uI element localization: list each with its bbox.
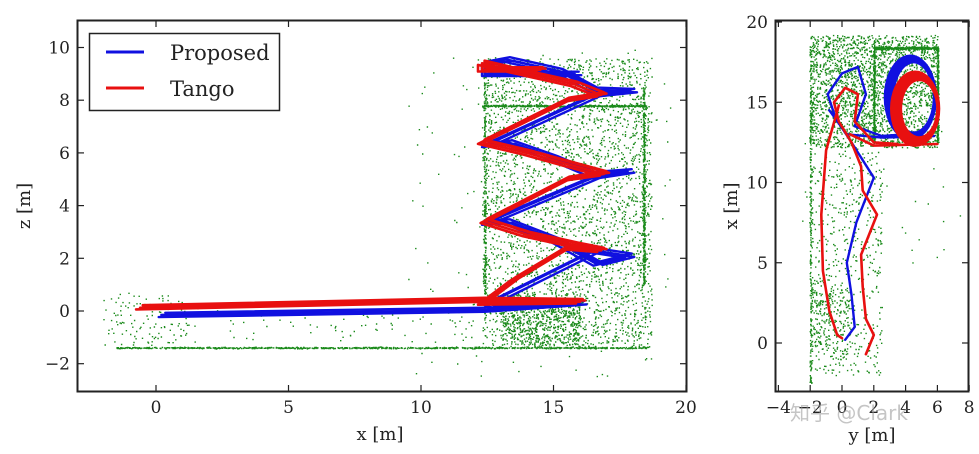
- x-tick-label: 0: [151, 398, 162, 418]
- y-tick-label: 8: [59, 91, 70, 111]
- y-tick-label: 0: [757, 334, 768, 354]
- x-tick-label: 6: [932, 398, 943, 418]
- y-tick-label: 4: [59, 197, 70, 217]
- tango-loop: [899, 78, 939, 139]
- watermark: 知乎 @Clark: [790, 401, 908, 425]
- x-tick-label: 15: [543, 398, 565, 418]
- x-tick-label: 4: [900, 398, 911, 418]
- right-y-axis-label: x [m]: [721, 183, 742, 230]
- right-trajectories: [820, 54, 941, 356]
- x-tick-label: −2: [798, 398, 823, 418]
- left-ticks: 0 5 10 15 20 −2 0 2 4 6 8 10: [45, 21, 697, 418]
- x-tick-label: 5: [283, 398, 294, 418]
- tango-trajectory: [848, 133, 939, 147]
- y-tick-label: 10: [48, 39, 70, 59]
- left-axes-frame: [76, 19, 688, 393]
- right-x-axis-label: y [m]: [847, 425, 895, 446]
- y-tick-label: 5: [757, 254, 768, 274]
- y-tick-label: 0: [59, 302, 70, 322]
- y-tick-label: 6: [59, 144, 70, 164]
- left-map-points: [103, 49, 672, 378]
- x-tick-label: 20: [675, 398, 697, 418]
- y-tick-label: 15: [746, 93, 768, 113]
- x-tick-label: 8: [964, 398, 975, 418]
- y-tick-label: 10: [746, 174, 768, 194]
- x-tick-label: 10: [410, 398, 432, 418]
- tango-trajectory: [144, 60, 611, 308]
- tango-trajectory: [820, 104, 844, 340]
- right-axes-frame: [774, 19, 970, 393]
- left-x-axis-label: x [m]: [357, 424, 404, 445]
- legend-box: [88, 32, 281, 112]
- x-tick-label: 0: [837, 398, 848, 418]
- tango-trajectory: [832, 86, 899, 356]
- map-point-cloud: [802, 34, 962, 384]
- y-tick-label: 20: [746, 13, 768, 33]
- y-tick-label: −2: [45, 355, 70, 375]
- map-point-cloud: [103, 49, 672, 378]
- left-y-axis-label: z [m]: [14, 183, 35, 229]
- legend-label-tango: Tango: [170, 77, 235, 101]
- left-trajectories: [134, 56, 639, 319]
- x-tick-label: −4: [766, 398, 791, 418]
- x-tick-label: 2: [868, 398, 879, 418]
- tango-trajectory: [134, 63, 602, 311]
- y-tick-label: 2: [59, 249, 70, 269]
- legend-label-proposed: Proposed: [170, 41, 270, 65]
- legend: Proposed Tango: [88, 32, 281, 112]
- right-map-points: [802, 34, 962, 384]
- left-plot: 0 5 10 15 20 −2 0 2 4 6 8 10 x [m] z [m] Proposed T…: [14, 19, 697, 445]
